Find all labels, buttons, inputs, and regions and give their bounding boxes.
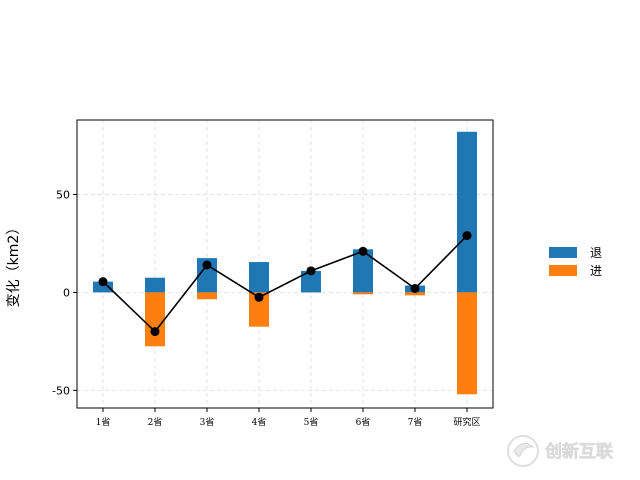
x-tick-label: 1省 [96, 416, 111, 428]
bar [145, 292, 165, 347]
x-tick-label: 7省 [408, 416, 423, 428]
line-series [102, 235, 468, 333]
watermark: 创新互联 [507, 435, 613, 467]
legend-label: 退 [590, 246, 602, 260]
axes: -50 0 50 1省 2省 3省 4省 5省 6省 7省 研究区 [52, 188, 480, 428]
bar [301, 270, 321, 293]
legend: 退进 [549, 246, 602, 278]
bar [353, 249, 373, 293]
grid [77, 120, 493, 408]
y-tick-label: -50 [52, 384, 70, 397]
line-point [254, 292, 264, 302]
x-tick-label: 5省 [304, 416, 319, 428]
bar [249, 292, 269, 327]
line-point [462, 231, 472, 241]
x-tick-label: 3省 [200, 416, 215, 428]
bar [93, 281, 113, 293]
line-point [150, 327, 160, 337]
line-point [410, 283, 420, 293]
bar [145, 277, 165, 293]
plot-frame [76, 119, 494, 409]
x-tick-label: 6省 [356, 416, 371, 428]
bar [457, 292, 477, 395]
line-point [306, 266, 316, 276]
y-tick-label: 50 [56, 188, 70, 201]
x-tick-label: 2省 [148, 416, 163, 428]
bar [353, 292, 373, 295]
y-tick-label: 0 [63, 286, 70, 299]
net-change-line [98, 231, 472, 337]
legend-swatch [549, 247, 577, 258]
x-tick-label: 研究区 [453, 416, 480, 428]
bar [249, 262, 269, 293]
x-tick-label: 4省 [252, 416, 267, 428]
line-point [202, 260, 212, 270]
line-point [358, 246, 368, 256]
brand-logo-icon [507, 435, 539, 467]
watermark-text: 创新互联 [544, 441, 613, 462]
bars [93, 131, 477, 395]
line-point [98, 277, 108, 287]
bar [457, 131, 477, 293]
bar [197, 258, 217, 293]
y-axis-label: 变化（km2） [6, 221, 22, 308]
legend-label: 进 [590, 264, 602, 278]
bar [405, 292, 425, 296]
legend-swatch [549, 265, 577, 276]
bar [197, 292, 217, 300]
